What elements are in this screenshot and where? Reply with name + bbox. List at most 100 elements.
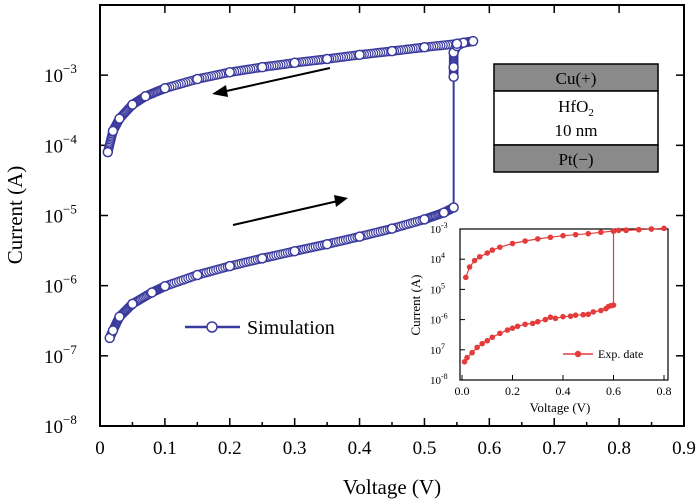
experimental-point	[471, 257, 478, 264]
main-x-tick-label: 0.3	[283, 438, 307, 459]
simulation-data-point	[127, 298, 138, 310]
experimental-point	[615, 227, 622, 234]
simulation-series	[102, 35, 479, 344]
simulation-data-point	[438, 207, 450, 218]
main-x-tick-label: 0.2	[218, 438, 242, 459]
simulation-data-point	[448, 202, 459, 213]
main-x-tick-label: 0.1	[153, 438, 177, 459]
experimental-point	[585, 230, 592, 237]
simulation-data-point	[159, 281, 171, 292]
experimental-point	[598, 229, 604, 236]
experimental-point	[547, 234, 554, 241]
simulation-data-point	[354, 49, 365, 61]
experimental-point	[509, 325, 516, 331]
main-x-axis-label: Voltage (V)	[343, 475, 441, 499]
experimental-point	[560, 232, 566, 239]
simulation-data-point	[419, 41, 430, 53]
experimental-point	[567, 313, 574, 319]
experimental-point	[504, 327, 511, 333]
main-y-tick-labels: 10−8 10−7 10−6 10−5 10−4 10−3	[44, 61, 77, 438]
experimental-point	[466, 264, 473, 270]
experimental-series	[461, 225, 667, 365]
main-y-tick-label: 10−4	[44, 131, 77, 157]
experimental-point	[489, 247, 496, 253]
simulation-data-point	[354, 231, 365, 242]
experimental-point	[580, 311, 586, 318]
reverse-sweep-arrow	[221, 67, 331, 93]
legend-marker-simulation	[206, 321, 218, 333]
simulation-data-point	[467, 35, 479, 47]
simulation-data-point	[102, 146, 114, 158]
main-x-tick-label: 0.8	[607, 438, 631, 459]
simulation-data-point	[386, 223, 398, 234]
main-y-tick-label: 10−7	[44, 342, 77, 368]
experimental-point	[572, 312, 579, 318]
device-stack-diagram: Cu(+) HfO2 10 nm Pt(−)	[493, 63, 659, 173]
inset-x-tick-label: 0.8	[657, 384, 672, 398]
simulation-data-point	[192, 269, 203, 281]
experimental-point	[484, 250, 491, 256]
simulation-data-point	[146, 287, 158, 298]
main-axis-ticks	[99, 4, 685, 427]
experimental-point	[474, 344, 480, 351]
simulation-data-point	[386, 45, 398, 57]
experimental-point	[542, 316, 549, 323]
experimental-point	[552, 315, 559, 322]
sweep-direction-arrows	[212, 67, 348, 226]
experimental-point	[610, 302, 617, 308]
simulation-data-point	[114, 311, 125, 323]
simulation-data-point	[224, 67, 236, 78]
main-y-axis-label: Current (A)	[3, 166, 27, 265]
main-x-tick-label: 0	[95, 438, 105, 459]
oxide-layer	[493, 90, 659, 146]
inset-plot-frame	[459, 228, 669, 381]
experimental-line	[463, 304, 614, 363]
simulation-data-point	[114, 113, 125, 124]
inset-y-tick-label: 104	[430, 251, 445, 266]
experimental-point	[476, 254, 483, 260]
experimental-point	[469, 349, 475, 356]
inset-y-tick-labels: 10-8 107 10-6 105 104 10-3	[430, 221, 448, 387]
inset-y-axis-label: Current (A)	[408, 274, 423, 335]
experimental-point	[598, 307, 604, 314]
experimental-point	[529, 320, 536, 327]
inset-chart: 0.0 0.2 0.4 0.6 0.8 10-8 107 10-6 105 104 10-3 Vo…	[408, 221, 672, 415]
main-y-tick-label: 10−3	[44, 61, 77, 87]
experimental-point	[560, 313, 566, 320]
experimental-point	[462, 274, 469, 281]
inset-y-tick-label: 105	[430, 281, 445, 296]
legend-label-simulation: Simulation	[247, 317, 335, 339]
experimental-point	[585, 311, 592, 318]
inset-x-tick-label: 0.4	[556, 384, 571, 398]
oxide-formula: HfO	[558, 97, 588, 116]
inset-x-tick-label: 0.0	[455, 384, 470, 398]
simulation-data-point	[451, 38, 463, 50]
main-y-tick-label: 10−8	[44, 412, 77, 438]
simulation-data-point	[107, 325, 119, 336]
experimental-point	[648, 226, 655, 232]
simulation-data-point	[127, 99, 138, 110]
inset-y-tick-label: 10-6	[430, 312, 448, 327]
reverse-arrow-head	[212, 85, 228, 97]
experimental-point	[509, 240, 516, 247]
oxide-label: HfO2	[558, 97, 594, 119]
experimental-point	[514, 323, 521, 330]
experimental-point	[534, 318, 541, 325]
experimental-point	[461, 359, 468, 365]
top-electrode-label: Cu(+)	[556, 69, 597, 88]
main-y-tick-label: 10−6	[44, 272, 77, 298]
simulation-data-point	[159, 83, 171, 94]
inset-axis-ticks	[460, 228, 665, 381]
inset-x-tick-label: 0.6	[606, 384, 621, 398]
main-x-tick-label: 0.9	[672, 438, 696, 459]
simulation-data-point	[289, 57, 300, 69]
simulation-data-point	[140, 91, 151, 102]
simulation-data-point	[289, 245, 300, 257]
bottom-electrode-label: Pt(−)	[558, 150, 593, 169]
simulation-data-point	[321, 53, 333, 65]
main-x-tick-label: 0.7	[542, 438, 566, 459]
experimental-point	[661, 225, 667, 232]
inset-y-tick-label: 10-8	[430, 372, 448, 387]
experimental-point	[489, 334, 496, 341]
